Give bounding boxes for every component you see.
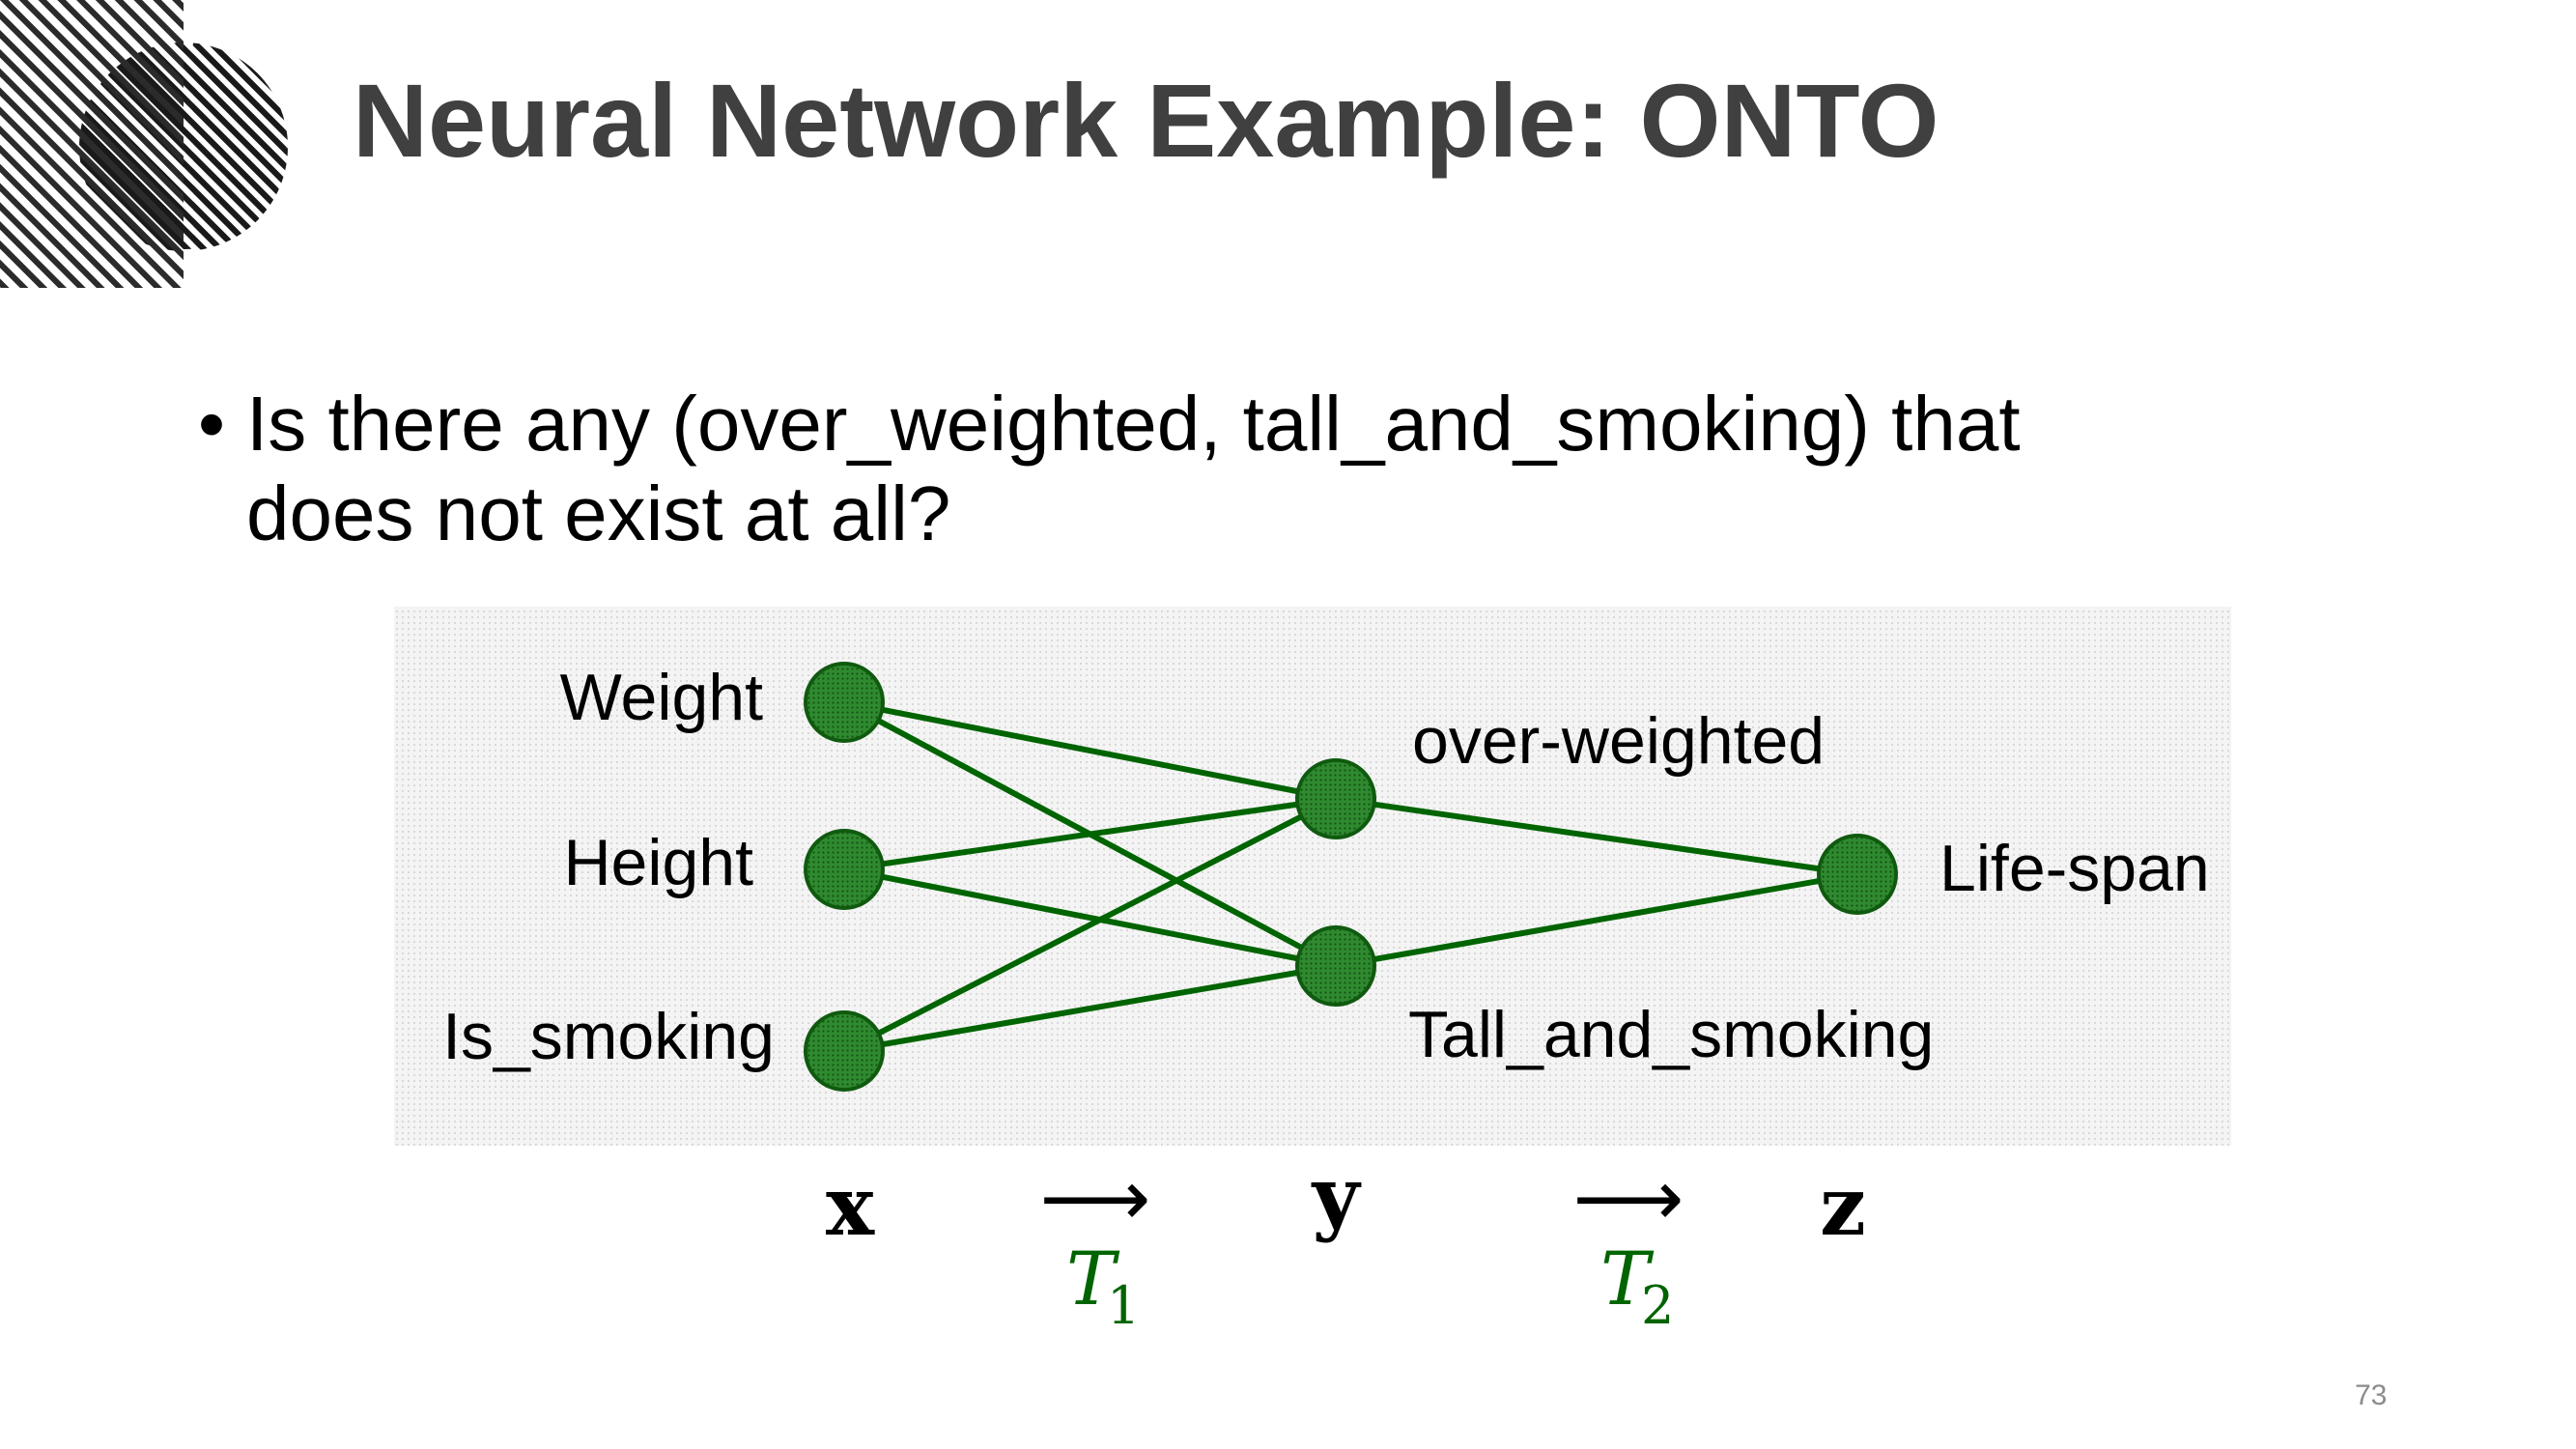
edge-is-smoking-to-over-weighted	[842, 796, 1338, 1054]
edge-is-smoking-to-tall-and-smoking	[843, 963, 1337, 1054]
label-is-smoking: Is_smoking	[442, 1000, 775, 1073]
arrow-t1: ⟶	[1040, 1153, 1151, 1243]
var-y: y	[1311, 1149, 1362, 1244]
arrow-t2: ⟶	[1573, 1153, 1684, 1243]
t1-symbol: T	[1066, 1236, 1120, 1321]
edge-height-to-tall-and-smoking	[843, 867, 1337, 969]
label-over-weighted: over-weighted	[1412, 704, 1825, 778]
node-height	[804, 829, 885, 910]
nodes-layer	[804, 662, 1898, 1092]
label-height: Height	[563, 826, 753, 899]
bullet-symbol: •	[198, 381, 226, 467]
label-tall-and-smoking: Tall_and_smoking	[1408, 998, 1934, 1071]
var-z: z	[1820, 1158, 1866, 1254]
node-over-weighted	[1295, 758, 1376, 839]
edge-weight-to-over-weighted	[843, 699, 1337, 802]
bullet-point: • Is there any (over_weighted, tall_and_…	[198, 379, 2130, 558]
edge-tall-and-smoking-to-life-span	[1335, 871, 1858, 969]
corner-rect	[0, 0, 184, 288]
edges-layer	[842, 699, 1858, 1054]
var-x: x	[826, 1158, 875, 1254]
node-life-span	[1817, 834, 1898, 915]
diagram-background	[394, 607, 2231, 1146]
t2-subscript: 2	[1641, 1275, 1674, 1336]
edge-height-to-over-weighted	[843, 796, 1337, 872]
t1-subscript: 1	[1107, 1275, 1140, 1336]
node-weight	[804, 662, 885, 743]
bullet-text: Is there any (over_weighted, tall_and_sm…	[246, 381, 2021, 556]
slide-title: Neural Network Example: ONTO	[353, 62, 1939, 179]
label-weight: Weight	[560, 661, 764, 734]
page-number: 73	[2355, 1379, 2388, 1411]
edge-over-weighted-to-life-span	[1335, 796, 1858, 877]
t2-symbol: T	[1600, 1236, 1655, 1321]
node-tall-and-smoking	[1295, 925, 1376, 1007]
node-is-smoking	[804, 1010, 885, 1092]
label-life-span: Life-span	[1939, 832, 2210, 905]
